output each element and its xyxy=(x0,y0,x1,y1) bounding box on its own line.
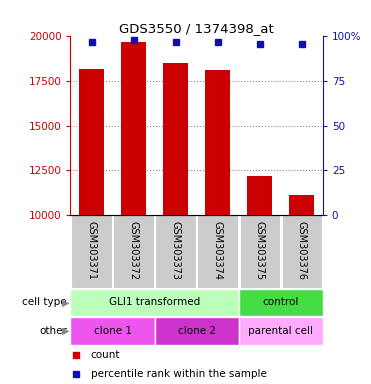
Bar xyxy=(79,69,104,215)
Text: clone 1: clone 1 xyxy=(93,326,132,336)
Text: GSM303372: GSM303372 xyxy=(129,221,138,280)
Bar xyxy=(282,215,322,288)
Text: parental cell: parental cell xyxy=(248,326,313,336)
Bar xyxy=(155,317,239,345)
Bar xyxy=(155,215,196,288)
Bar xyxy=(70,289,239,316)
Text: GSM303374: GSM303374 xyxy=(213,221,223,280)
Text: GSM303376: GSM303376 xyxy=(297,221,307,280)
Text: cell type: cell type xyxy=(22,297,67,308)
Text: GSM303375: GSM303375 xyxy=(255,221,265,280)
Bar xyxy=(114,215,154,288)
Bar xyxy=(239,317,323,345)
Bar xyxy=(121,42,146,215)
Text: GSM303371: GSM303371 xyxy=(86,221,96,280)
Text: GSM303373: GSM303373 xyxy=(171,221,181,280)
Bar xyxy=(163,63,188,215)
Bar xyxy=(70,317,155,345)
Text: ▶: ▶ xyxy=(62,297,70,308)
Bar xyxy=(239,289,323,316)
Bar xyxy=(289,195,314,215)
Text: percentile rank within the sample: percentile rank within the sample xyxy=(91,369,266,379)
Title: GDS3550 / 1374398_at: GDS3550 / 1374398_at xyxy=(119,22,274,35)
Text: GLI1 transformed: GLI1 transformed xyxy=(109,297,200,308)
Bar xyxy=(240,215,280,288)
Text: count: count xyxy=(91,350,120,360)
Bar xyxy=(247,176,272,215)
Text: control: control xyxy=(263,297,299,308)
Bar xyxy=(71,215,112,288)
Bar xyxy=(205,70,230,215)
Text: ▶: ▶ xyxy=(62,326,70,336)
Text: clone 2: clone 2 xyxy=(178,326,216,336)
Text: other: other xyxy=(39,326,67,336)
Bar xyxy=(197,215,238,288)
